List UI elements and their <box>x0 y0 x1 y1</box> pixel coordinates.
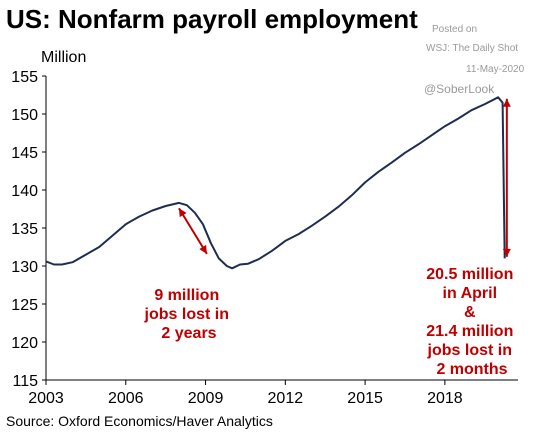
payroll-series-line <box>45 96 506 270</box>
annotation-2008-line-2: jobs lost in <box>144 306 229 323</box>
annotation-2008-line-1: 9 million <box>154 287 219 304</box>
y-tick-label: 125 <box>11 297 38 314</box>
y-tick-label: 135 <box>11 221 38 238</box>
annotation-2020-line-2: in April <box>443 285 498 302</box>
x-axis-ticks: 2003 2006 2009 2012 2015 2018 <box>28 380 463 407</box>
watermark-handle: @SoberLook <box>424 82 495 96</box>
source-note: Source: Oxford Economics/Haver Analytics <box>6 413 273 429</box>
watermark-date: 11-May-2020 <box>466 64 525 75</box>
arrow-2008-head-start <box>178 208 187 218</box>
annotation-2020-line-3: & <box>464 304 476 321</box>
y-tick-label: 155 <box>11 69 38 86</box>
y-tick-label: 140 <box>11 183 38 200</box>
arrow-2020-head-end <box>502 248 511 257</box>
arrow-2008-shaft <box>178 207 208 255</box>
watermark-publication: WSJ: The Daily Shot <box>426 43 518 54</box>
chart-title: US: Nonfarm payroll employment <box>6 4 418 34</box>
annotation-2020-line-6: 2 months <box>436 361 507 378</box>
arrow-2020-head-start <box>502 98 511 107</box>
annotation-2020-line-5: jobs lost in <box>427 342 512 359</box>
annotation-2020-line-1: 20.5 million <box>426 266 513 283</box>
annotation-2008: 9 million jobs lost in 2 years <box>144 287 234 342</box>
x-tick-label: 2018 <box>427 390 463 407</box>
y-axis-ticks: 115 120 125 130 135 140 145 150 155 <box>11 69 46 390</box>
x-tick-label: 2012 <box>268 390 304 407</box>
y-tick-label: 130 <box>11 259 38 276</box>
y-tick-label: 150 <box>11 107 38 124</box>
arrow-2008-head-end <box>199 244 207 254</box>
annotation-2008-line-3: 2 years <box>161 325 216 342</box>
watermark-posted-on: Posted on <box>432 24 477 35</box>
x-tick-label: 2009 <box>188 390 224 407</box>
annotation-2020-line-4: 21.4 million <box>426 323 513 340</box>
y-unit-label: Million <box>41 49 86 66</box>
annotation-arrows <box>178 98 511 257</box>
x-tick-label: 2015 <box>347 390 383 407</box>
arrow-2008 <box>178 207 208 255</box>
arrow-2020 <box>502 98 511 257</box>
y-tick-label: 145 <box>11 145 38 162</box>
x-tick-label: 2003 <box>28 390 64 407</box>
y-tick-label: 120 <box>11 335 38 352</box>
x-tick-label: 2006 <box>108 390 144 407</box>
y-tick-label: 115 <box>12 373 38 390</box>
annotation-2020: 20.5 million in April & 21.4 million job… <box>426 266 518 378</box>
